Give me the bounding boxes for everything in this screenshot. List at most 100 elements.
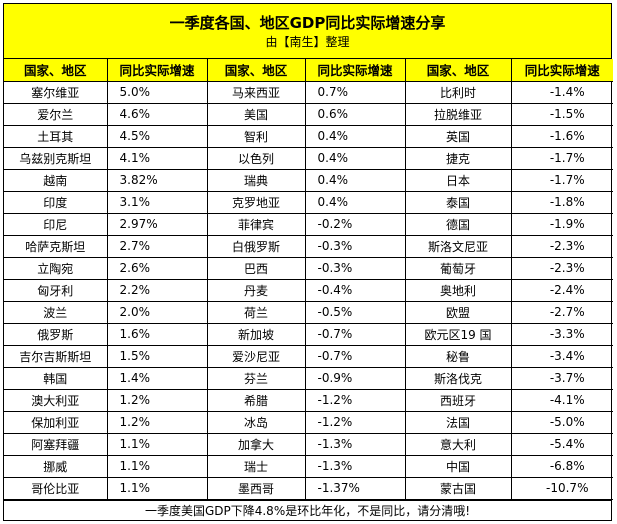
growth-rate-cell: 0.6% (304, 102, 406, 126)
table-row: 阿塞拜疆 1.1% 加拿大 -1.3% 意大利 -5.4% (4, 432, 613, 456)
growth-rate-cell: 1.5% (106, 344, 208, 368)
growth-rate-cell: 0.7% (304, 80, 406, 104)
country-cell: 马来西亚 (206, 80, 306, 104)
country-cell: 印尼 (4, 212, 108, 236)
growth-rate-cell: -2.3% (510, 234, 613, 258)
country-cell: 秘鲁 (404, 344, 512, 368)
country-cell: 法国 (404, 410, 512, 434)
table-row: 越南 3.82% 瑞典 0.4% 日本 -1.7% (4, 168, 613, 192)
country-cell: 荷兰 (206, 300, 306, 324)
country-cell: 阿塞拜疆 (4, 432, 108, 456)
growth-rate-cell: 2.0% (106, 300, 208, 324)
growth-rate-cell: -2.4% (510, 278, 613, 302)
growth-rate-cell: 0.4% (304, 168, 406, 192)
country-cell: 吉尔吉斯斯坦 (4, 344, 108, 368)
growth-rate-cell: -0.2% (304, 212, 406, 236)
country-cell: 加拿大 (206, 432, 306, 456)
growth-rate-cell: 4.5% (106, 124, 208, 148)
gdp-sheet: 一季度各国、地区GDP同比实际增速分享 由【南生】整理 国家、地区 同比实际增速… (3, 3, 613, 521)
growth-rate-cell: -1.7% (510, 168, 613, 192)
growth-rate-cell: -3.4% (510, 344, 613, 368)
country-cell: 丹麦 (206, 278, 306, 302)
table-row: 爱尔兰 4.6% 美国 0.6% 拉脱维亚 -1.5% (4, 102, 613, 126)
growth-rate-cell: -1.9% (510, 212, 613, 236)
table-row: 塞尔维亚 5.0% 马来西亚 0.7% 比利时 -1.4% (4, 80, 613, 104)
table-row: 挪威 1.1% 瑞士 -1.3% 中国 -6.8% (4, 454, 613, 478)
country-cell: 澳大利亚 (4, 388, 108, 412)
growth-rate-cell: -1.8% (510, 190, 613, 214)
country-cell: 欧盟 (404, 300, 512, 324)
country-cell: 冰岛 (206, 410, 306, 434)
country-cell: 泰国 (404, 190, 512, 214)
country-cell: 奥地利 (404, 278, 512, 302)
growth-rate-cell: -1.5% (510, 102, 613, 126)
country-cell: 美国 (206, 102, 306, 126)
growth-rate-cell: -10.7% (510, 476, 613, 500)
growth-rate-cell: -0.3% (304, 256, 406, 280)
growth-rate-cell: 1.1% (106, 432, 208, 456)
title-block: 一季度各国、地区GDP同比实际增速分享 由【南生】整理 (4, 4, 611, 59)
country-cell: 匈牙利 (4, 278, 108, 302)
growth-rate-cell: -1.3% (304, 432, 406, 456)
country-cell: 克罗地亚 (206, 190, 306, 214)
country-cell: 斯洛文尼亚 (404, 234, 512, 258)
growth-rate-cell: 5.0% (106, 80, 208, 104)
growth-rate-cell: -1.7% (510, 146, 613, 170)
country-cell: 巴西 (206, 256, 306, 280)
table-row: 波兰 2.0% 荷兰 -0.5% 欧盟 -2.7% (4, 300, 613, 324)
table-row: 韩国 1.4% 芬兰 -0.9% 斯洛伐克 -3.7% (4, 366, 613, 390)
growth-rate-cell: -1.6% (510, 124, 613, 148)
country-cell: 中国 (404, 454, 512, 478)
country-cell: 保加利亚 (4, 410, 108, 434)
growth-rate-cell: 1.1% (106, 454, 208, 478)
growth-rate-cell: -1.4% (510, 80, 613, 104)
gdp-table: 国家、地区 同比实际增速 国家、地区 同比实际增速 国家、地区 同比实际增速 塞… (4, 59, 613, 500)
growth-rate-cell: 1.4% (106, 366, 208, 390)
growth-rate-cell: 4.6% (106, 102, 208, 126)
country-cell: 蒙古国 (404, 476, 512, 500)
country-cell: 德国 (404, 212, 512, 236)
country-cell: 越南 (4, 168, 108, 192)
growth-rate-cell: 1.2% (106, 410, 208, 434)
growth-rate-cell: -1.2% (304, 410, 406, 434)
growth-rate-cell: -6.8% (510, 454, 613, 478)
country-cell: 波兰 (4, 300, 108, 324)
country-cell: 塞尔维亚 (4, 80, 108, 104)
table-body: 塞尔维亚 5.0% 马来西亚 0.7% 比利时 -1.4% 爱尔兰 4.6% 美国 0.6% 拉脱维… (4, 80, 613, 500)
country-cell: 俄罗斯 (4, 322, 108, 346)
growth-rate-cell: 3.1% (106, 190, 208, 214)
growth-rate-cell: 1.2% (106, 388, 208, 412)
growth-rate-cell: -0.7% (304, 344, 406, 368)
growth-rate-cell: 0.4% (304, 190, 406, 214)
country-cell: 斯洛伐克 (404, 366, 512, 390)
country-cell: 葡萄牙 (404, 256, 512, 280)
growth-rate-cell: -3.3% (510, 322, 613, 346)
growth-rate-cell: -0.9% (304, 366, 406, 390)
header-cell: 国家、地区 (206, 59, 306, 82)
header-cell: 同比实际增速 (106, 59, 208, 82)
growth-rate-cell: 2.6% (106, 256, 208, 280)
growth-rate-cell: -2.7% (510, 300, 613, 324)
country-cell: 哈萨克斯坦 (4, 234, 108, 258)
table-row: 澳大利亚 1.2% 希腊 -1.2% 西班牙 -4.1% (4, 388, 613, 412)
country-cell: 韩国 (4, 366, 108, 390)
growth-rate-cell: 2.7% (106, 234, 208, 258)
growth-rate-cell: 0.4% (304, 146, 406, 170)
growth-rate-cell: -0.5% (304, 300, 406, 324)
country-cell: 意大利 (404, 432, 512, 456)
country-cell: 哥伦比亚 (4, 476, 108, 500)
country-cell: 瑞士 (206, 454, 306, 478)
growth-rate-cell: -3.7% (510, 366, 613, 390)
growth-rate-cell: -0.7% (304, 322, 406, 346)
country-cell: 欧元区19 国 (404, 322, 512, 346)
country-cell: 英国 (404, 124, 512, 148)
growth-rate-cell: 2.97% (106, 212, 208, 236)
growth-rate-cell: 1.1% (106, 476, 208, 500)
sheet-subtitle: 由【南生】整理 (265, 35, 350, 49)
growth-rate-cell: -1.3% (304, 454, 406, 478)
growth-rate-cell: -2.3% (510, 256, 613, 280)
growth-rate-cell: -5.0% (510, 410, 613, 434)
country-cell: 菲律宾 (206, 212, 306, 236)
country-cell: 以色列 (206, 146, 306, 170)
country-cell: 白俄罗斯 (206, 234, 306, 258)
